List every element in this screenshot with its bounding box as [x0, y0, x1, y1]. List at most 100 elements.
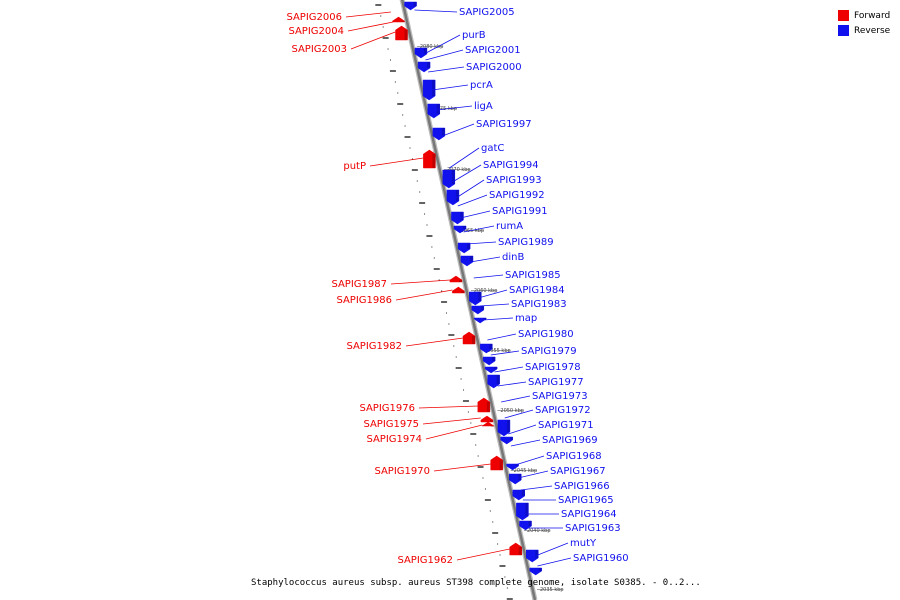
reverse-gene-block[interactable]	[469, 291, 482, 306]
reverse-gene-label[interactable]: SAPIG1967	[550, 466, 606, 477]
reverse-gene-label[interactable]: SAPIG1985	[505, 270, 561, 281]
reverse-gene-label[interactable]: SAPIG1979	[521, 346, 577, 357]
reverse-gene-block[interactable]	[529, 567, 542, 576]
kbp-label: 2070 kbp	[447, 167, 471, 173]
reverse-gene-label[interactable]: gatC	[481, 143, 504, 154]
reverse-gene-label[interactable]: ligA	[474, 101, 493, 112]
reverse-gene-label[interactable]: SAPIG1997	[476, 119, 532, 130]
reverse-gene-block[interactable]	[484, 366, 498, 374]
reverse-gene-label[interactable]: SAPIG1978	[525, 362, 581, 373]
reverse-gene-block[interactable]	[414, 47, 428, 59]
reverse-gene-block[interactable]	[526, 549, 539, 563]
forward-gene-label[interactable]: SAPIG2004	[288, 26, 344, 37]
reverse-gene-label[interactable]: map	[515, 313, 537, 324]
forward-gene-label[interactable]: SAPIG1982	[346, 341, 402, 352]
forward-gene-block[interactable]	[452, 286, 465, 294]
reverse-gene-label[interactable]: SAPIG1960	[573, 553, 629, 564]
kbp-label: 2050 kbp	[500, 408, 524, 414]
forward-gene-block[interactable]	[477, 397, 491, 413]
reverse-gene-block[interactable]	[422, 79, 436, 101]
reverse-gene-label[interactable]: SAPIG1964	[561, 509, 617, 520]
reverse-gene-label[interactable]: SAPIG1965	[558, 495, 614, 506]
reverse-gene-label[interactable]: mutY	[570, 538, 597, 549]
reverse-gene-label[interactable]: SAPIG1991	[492, 206, 548, 217]
reverse-gene-label[interactable]: SAPIG1966	[554, 481, 610, 492]
forward-gene-block[interactable]	[395, 25, 408, 41]
reverse-gene-block[interactable]	[432, 127, 446, 141]
reverse-gene-label[interactable]: SAPIG1969	[542, 435, 598, 446]
reverse-gene-leader	[436, 105, 473, 111]
reverse-gene-block[interactable]	[508, 473, 522, 485]
reverse-gene-block[interactable]	[482, 356, 496, 366]
reverse-gene-block[interactable]	[457, 242, 471, 254]
kbp-label: 2060 kbp	[474, 288, 498, 294]
reverse-gene-leader	[520, 485, 553, 491]
reverse-gene-label[interactable]: SAPIG2005	[459, 7, 515, 18]
forward-gene-label[interactable]: SAPIG1974	[366, 434, 422, 445]
reverse-gene-label[interactable]: SAPIG1984	[509, 285, 565, 296]
kbp-label: 2080 kbp	[420, 44, 444, 50]
reverse-gene-label[interactable]: SAPIG1992	[489, 190, 545, 201]
reverse-gene-label[interactable]: dinB	[502, 252, 524, 263]
reverse-gene-leader	[508, 424, 537, 435]
reverse-gene-block[interactable]	[453, 225, 467, 234]
reverse-gene-block-shade	[436, 104, 440, 114]
reverse-gene-block[interactable]	[417, 61, 431, 73]
reverse-gene-block[interactable]	[460, 255, 474, 267]
reverse-gene-block[interactable]	[427, 103, 441, 119]
reverse-gene-label[interactable]: SAPIG1983	[511, 299, 567, 310]
reverse-gene-label[interactable]: SAPIG1963	[565, 523, 621, 534]
forward-gene-label[interactable]: SAPIG2006	[286, 12, 342, 23]
forward-gene-label[interactable]: SAPIG1970	[374, 466, 430, 477]
forward-gene-block-shade	[401, 21, 405, 22]
reverse-gene-block[interactable]	[497, 419, 511, 437]
reverse-gene-label[interactable]: rumA	[496, 221, 523, 232]
forward-gene-label[interactable]: SAPIG1987	[331, 279, 387, 290]
reverse-gene-leader	[470, 256, 501, 263]
reverse-gene-leader	[515, 455, 545, 466]
forward-gene-leader	[345, 11, 391, 18]
forward-gene-label[interactable]: SAPIG1962	[397, 555, 453, 566]
reverse-gene-label[interactable]: SAPIG1972	[535, 405, 591, 416]
forward-gene-block[interactable]	[449, 275, 463, 283]
reverse-gene-label[interactable]: SAPIG1977	[528, 377, 584, 388]
forward-gene-block[interactable]	[462, 331, 476, 345]
reverse-gene-block[interactable]	[516, 502, 529, 521]
forward-gene-block[interactable]	[490, 455, 503, 471]
reverse-gene-label[interactable]: SAPIG1973	[532, 391, 588, 402]
reverse-gene-block[interactable]	[480, 343, 493, 354]
forward-gene-block[interactable]	[423, 149, 436, 169]
reverse-gene-label[interactable]: pcrA	[470, 80, 493, 91]
reverse-gene-block[interactable]	[404, 1, 417, 11]
kbp-label: 2065 kbp	[461, 228, 485, 234]
reverse-gene-leader	[501, 395, 531, 403]
reverse-gene-leader	[423, 34, 461, 55]
reverse-gene-label[interactable]: SAPIG1971	[538, 420, 594, 431]
forward-gene-label[interactable]: SAPIG1976	[359, 403, 415, 414]
reverse-gene-label[interactable]: purB	[462, 30, 486, 41]
forward-gene-block[interactable]	[481, 421, 495, 427]
forward-gene-label[interactable]: SAPIG1975	[363, 419, 419, 430]
reverse-gene-block[interactable]	[446, 189, 460, 206]
reverse-gene-label[interactable]: SAPIG2000	[466, 62, 522, 73]
reverse-gene-block[interactable]	[506, 463, 519, 471]
legend-reverse[interactable]: Reverse	[838, 23, 890, 38]
reverse-gene-label[interactable]: SAPIG1980	[518, 329, 574, 340]
reverse-gene-block[interactable]	[519, 520, 532, 531]
reverse-gene-label[interactable]: SAPIG2001	[465, 45, 521, 56]
reverse-gene-label[interactable]: SAPIG1968	[546, 451, 602, 462]
forward-gene-label[interactable]: putP	[343, 161, 366, 172]
forward-gene-block[interactable]	[480, 415, 494, 423]
forward-gene-label[interactable]: SAPIG2003	[291, 44, 347, 55]
reverse-gene-label[interactable]: SAPIG1993	[486, 175, 542, 186]
forward-gene-label[interactable]: SAPIG1986	[336, 295, 392, 306]
reverse-gene-block[interactable]	[442, 169, 456, 189]
reverse-gene-label[interactable]: SAPIG1989	[498, 237, 554, 248]
legend-forward[interactable]: Forward	[838, 8, 890, 23]
forward-gene-block[interactable]	[509, 542, 522, 556]
reverse-gene-block[interactable]	[473, 317, 487, 324]
reverse-gene-block[interactable]	[500, 436, 513, 445]
reverse-gene-block[interactable]	[451, 211, 464, 225]
reverse-gene-label[interactable]: SAPIG1994	[483, 160, 539, 171]
reverse-gene-block[interactable]	[487, 374, 500, 389]
